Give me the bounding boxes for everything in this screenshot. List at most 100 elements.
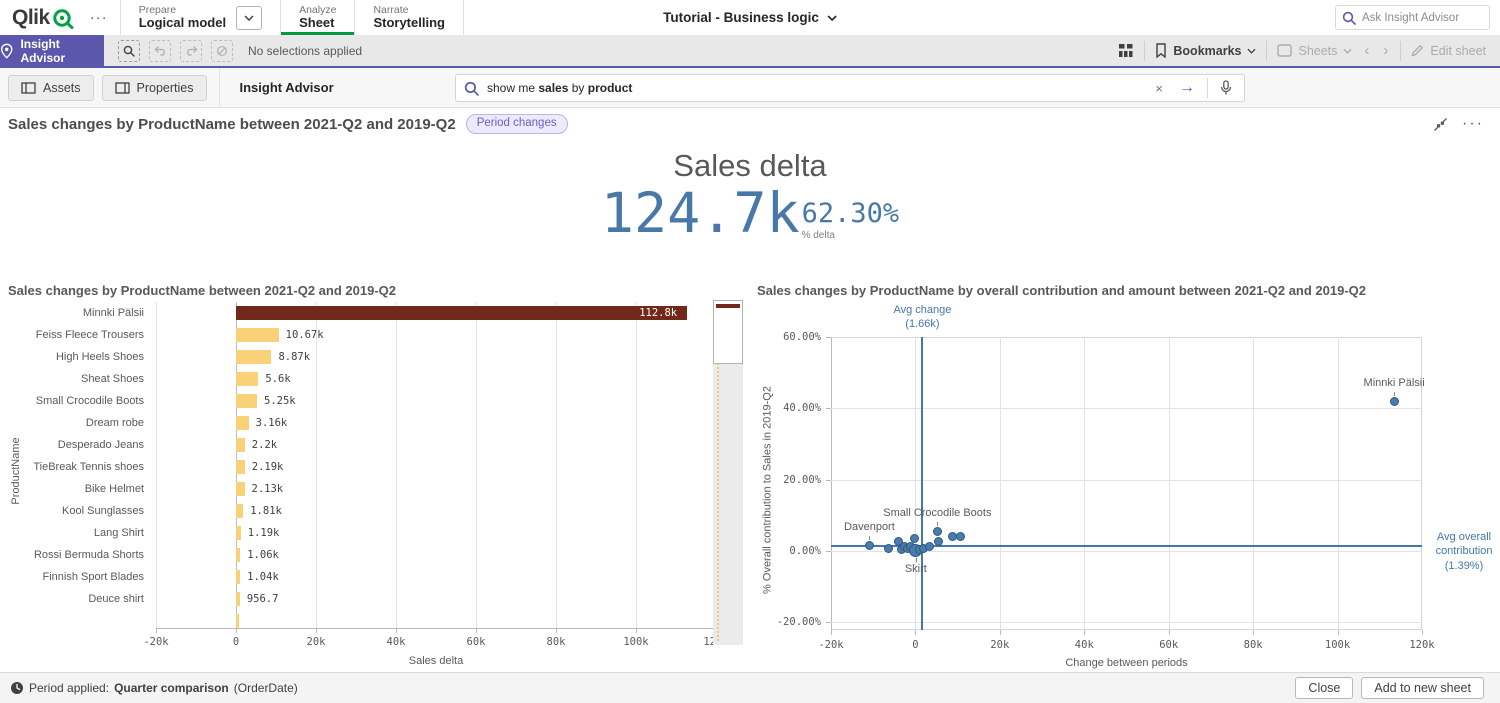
bar[interactable] bbox=[236, 504, 243, 518]
bar-value-label: 3.16k bbox=[256, 416, 288, 430]
bookmarks-button[interactable]: Bookmarks bbox=[1155, 43, 1256, 58]
gridline bbox=[316, 302, 317, 628]
gridline bbox=[1169, 337, 1170, 630]
x-tick-label: 20k bbox=[286, 636, 346, 648]
x-axis-title: Change between periods bbox=[1047, 657, 1207, 669]
category-label: TieBreak Tennis shoes bbox=[0, 456, 150, 478]
bar-value-label: 10.67k bbox=[286, 328, 324, 342]
toolbar-right: Bookmarks Sheets ‹ › Edit sheet bbox=[1118, 41, 1500, 61]
bar[interactable] bbox=[236, 328, 279, 342]
bar[interactable] bbox=[236, 306, 687, 320]
app-title-menu[interactable]: Tutorial - Business logic bbox=[663, 0, 837, 35]
scatter-chart-contribution[interactable]: Sales changes by ProductName by overall … bbox=[753, 283, 1500, 668]
y-tick-label: 60.00% bbox=[763, 331, 821, 343]
app-overview-button[interactable] bbox=[1118, 43, 1134, 58]
period-changes-badge: Period changes bbox=[466, 114, 568, 134]
axis-tick bbox=[1084, 630, 1085, 635]
kpi-sales-delta[interactable]: Sales delta 124.7k 62.30% % delta bbox=[540, 148, 960, 241]
axis-tick bbox=[1000, 630, 1001, 635]
period-applied-text: Period applied: Quarter comparison (Orde… bbox=[10, 681, 298, 695]
add-to-new-sheet-button[interactable]: Add to new sheet bbox=[1361, 677, 1484, 699]
axis-tick bbox=[826, 408, 831, 409]
bar[interactable] bbox=[236, 438, 245, 452]
assets-panel-button[interactable]: Assets bbox=[8, 75, 94, 101]
bar-chart-title: Sales changes by ProductName between 202… bbox=[8, 283, 396, 298]
tab-prepare-label: Logical model bbox=[139, 16, 226, 31]
submit-query-button[interactable]: → bbox=[1175, 79, 1199, 97]
axis-tick bbox=[826, 551, 831, 552]
insight-search-box: show me sales by product × → bbox=[455, 74, 1245, 102]
x-tick-label: -20k bbox=[801, 639, 861, 651]
bar[interactable] bbox=[236, 372, 258, 386]
bar-value-label: 1.06k bbox=[247, 548, 279, 562]
tab-narrate[interactable]: Narrate Storytelling bbox=[354, 0, 464, 35]
bar-value-label: 1.19k bbox=[248, 526, 280, 540]
gridline bbox=[831, 408, 1422, 409]
ask-insight-advisor-input[interactable] bbox=[1362, 12, 1483, 24]
previous-sheet-button[interactable]: ‹ bbox=[1362, 42, 1371, 59]
app-title: Tutorial - Business logic bbox=[663, 10, 819, 25]
x-axis-title: Sales delta bbox=[396, 655, 476, 667]
plot-area[interactable] bbox=[831, 337, 1422, 630]
global-more-menu[interactable]: ··· bbox=[84, 0, 120, 35]
bar[interactable] bbox=[236, 482, 245, 496]
edit-sheet-button[interactable]: Edit sheet bbox=[1411, 44, 1486, 58]
smart-search-button[interactable] bbox=[118, 40, 140, 62]
step-forward-button[interactable] bbox=[180, 40, 202, 62]
x-tick-label: 120k bbox=[1392, 639, 1452, 651]
clear-query-button[interactable]: × bbox=[1151, 81, 1167, 96]
axis-tick bbox=[826, 337, 831, 338]
bar[interactable] bbox=[236, 416, 249, 430]
scatter-point[interactable] bbox=[1390, 397, 1399, 406]
insight-advisor-button[interactable]: Insight Advisor bbox=[0, 35, 104, 66]
qlik-logo[interactable]: Qlik bbox=[0, 0, 84, 35]
axis-tick bbox=[826, 622, 831, 623]
insight-card-more-menu[interactable]: ··· bbox=[1462, 119, 1484, 129]
chart-scrollbar[interactable] bbox=[713, 300, 743, 645]
minimap-viewport[interactable] bbox=[713, 300, 743, 364]
axis-tick bbox=[826, 480, 831, 481]
insight-search-input[interactable]: show me sales by product bbox=[487, 81, 1143, 95]
step-back-button[interactable] bbox=[149, 40, 171, 62]
avg-change-label: Avg change(1.66k) bbox=[862, 303, 982, 332]
tab-analyze[interactable]: Analyze Sheet bbox=[280, 0, 354, 35]
bar[interactable] bbox=[236, 526, 241, 540]
ask-insight-advisor-search[interactable] bbox=[1335, 5, 1490, 30]
no-selections-text: No selections applied bbox=[248, 44, 362, 58]
clear-selections-button[interactable] bbox=[211, 40, 233, 62]
main-nav-tabs: Prepare Logical model Analyze Sheet Narr… bbox=[120, 0, 464, 35]
bar[interactable] bbox=[236, 614, 239, 628]
insight-advisor-title: Insight Advisor bbox=[240, 80, 334, 95]
toolbar-separator bbox=[1400, 41, 1401, 61]
bar[interactable] bbox=[236, 350, 271, 364]
selection-tools: No selections applied bbox=[104, 40, 362, 62]
kpi-values: 124.7k 62.30% % delta bbox=[540, 186, 960, 241]
collapse-icon[interactable] bbox=[1433, 117, 1448, 132]
pencil-icon bbox=[1411, 44, 1424, 57]
bar[interactable] bbox=[236, 570, 240, 584]
prepare-dropdown-button[interactable] bbox=[236, 6, 262, 30]
next-sheet-button[interactable]: › bbox=[1381, 42, 1390, 59]
bar[interactable] bbox=[236, 460, 245, 474]
x-tick-label: 60k bbox=[446, 636, 506, 648]
panel-right-icon bbox=[115, 82, 130, 94]
bar[interactable] bbox=[236, 394, 257, 408]
bar-value-label: 1.81k bbox=[250, 504, 282, 518]
point-label: Davenport bbox=[844, 521, 895, 533]
bar[interactable] bbox=[236, 592, 240, 606]
x-tick-label: 40k bbox=[1054, 639, 1114, 651]
voice-input-button[interactable] bbox=[1216, 80, 1236, 96]
category-label: Sheat Shoes bbox=[0, 368, 150, 390]
point-label-leader bbox=[916, 558, 917, 562]
bookmarks-label: Bookmarks bbox=[1173, 44, 1241, 58]
sheets-button[interactable]: Sheets bbox=[1277, 44, 1352, 58]
category-label: Desperado Jeans bbox=[0, 434, 150, 456]
tab-prepare[interactable]: Prepare Logical model bbox=[120, 0, 280, 35]
close-button[interactable]: Close bbox=[1295, 677, 1353, 699]
bar[interactable] bbox=[236, 548, 240, 562]
subheader-separator bbox=[219, 68, 220, 108]
x-tick-label: 0 bbox=[206, 636, 266, 648]
bar-chart-sales-changes[interactable]: Sales changes by ProductName between 202… bbox=[0, 283, 752, 668]
properties-panel-button[interactable]: Properties bbox=[102, 75, 207, 101]
gridline bbox=[831, 622, 1422, 623]
